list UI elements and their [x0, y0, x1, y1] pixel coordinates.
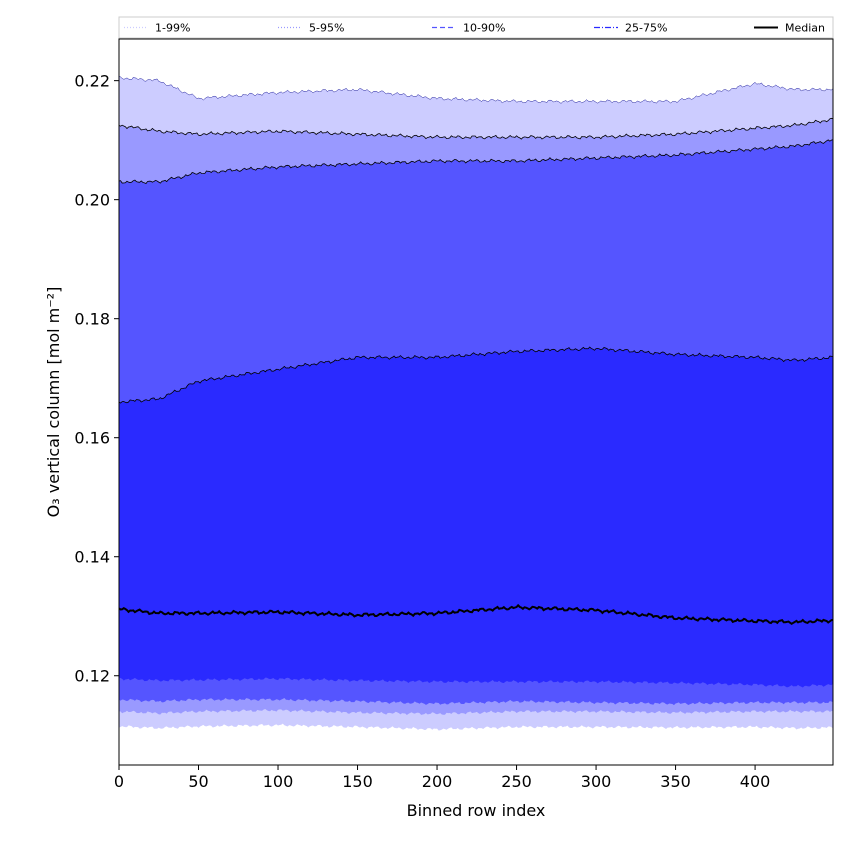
- legend-label-5-95: 5-95%: [309, 22, 344, 35]
- y-tick-label: 0.16: [74, 429, 110, 448]
- band-upper-edge-5-95: [118, 117, 834, 140]
- y-tick-label: 0.20: [74, 191, 110, 210]
- median-layer: [118, 603, 834, 626]
- y-tick-label: 0.12: [74, 667, 110, 686]
- x-tick-label: 350: [660, 772, 691, 791]
- y-axis-label: O₃ vertical column [mol m⁻²]: [44, 287, 63, 518]
- x-tick-label: 0: [114, 772, 124, 791]
- legend-label-1-99: 1-99%: [155, 22, 190, 35]
- x-tick-label: 100: [263, 772, 294, 791]
- legend-label-25-75: 25-75%: [625, 22, 667, 35]
- legend-label-median: Median: [785, 22, 825, 35]
- y-tick-label: 0.22: [74, 72, 110, 91]
- y-axis: 0.12 0.14 0.16 0.18 0.20 0.22: [74, 72, 119, 686]
- legend: 1-99% 5-95% 10-90% 25-75% Median: [118, 16, 834, 39]
- band-upper-edge-10-90: [118, 139, 834, 185]
- band-upper-edge-25-75: [118, 346, 834, 404]
- series-line-median: [118, 603, 834, 626]
- y-tick-label: 0.18: [74, 310, 110, 329]
- x-tick-label: 400: [740, 772, 771, 791]
- x-tick-label: 150: [342, 772, 373, 791]
- x-tick-label: 50: [188, 772, 208, 791]
- x-tick-label: 300: [581, 772, 612, 791]
- legend-frame: [118, 16, 834, 39]
- plot-frame: [118, 38, 834, 766]
- band-25-75: [119, 347, 833, 688]
- band-upper-edge-1-99: [118, 75, 834, 104]
- x-axis: 0 50 100 150 200 250 300 350 400: [114, 765, 770, 791]
- y-tick-label: 0.14: [74, 548, 110, 567]
- x-tick-label: 200: [422, 772, 453, 791]
- x-axis-label: Binned row index: [407, 801, 546, 820]
- percentile-bands: [118, 75, 834, 731]
- x-tick-label: 250: [501, 772, 532, 791]
- legend-label-10-90: 10-90%: [463, 22, 505, 35]
